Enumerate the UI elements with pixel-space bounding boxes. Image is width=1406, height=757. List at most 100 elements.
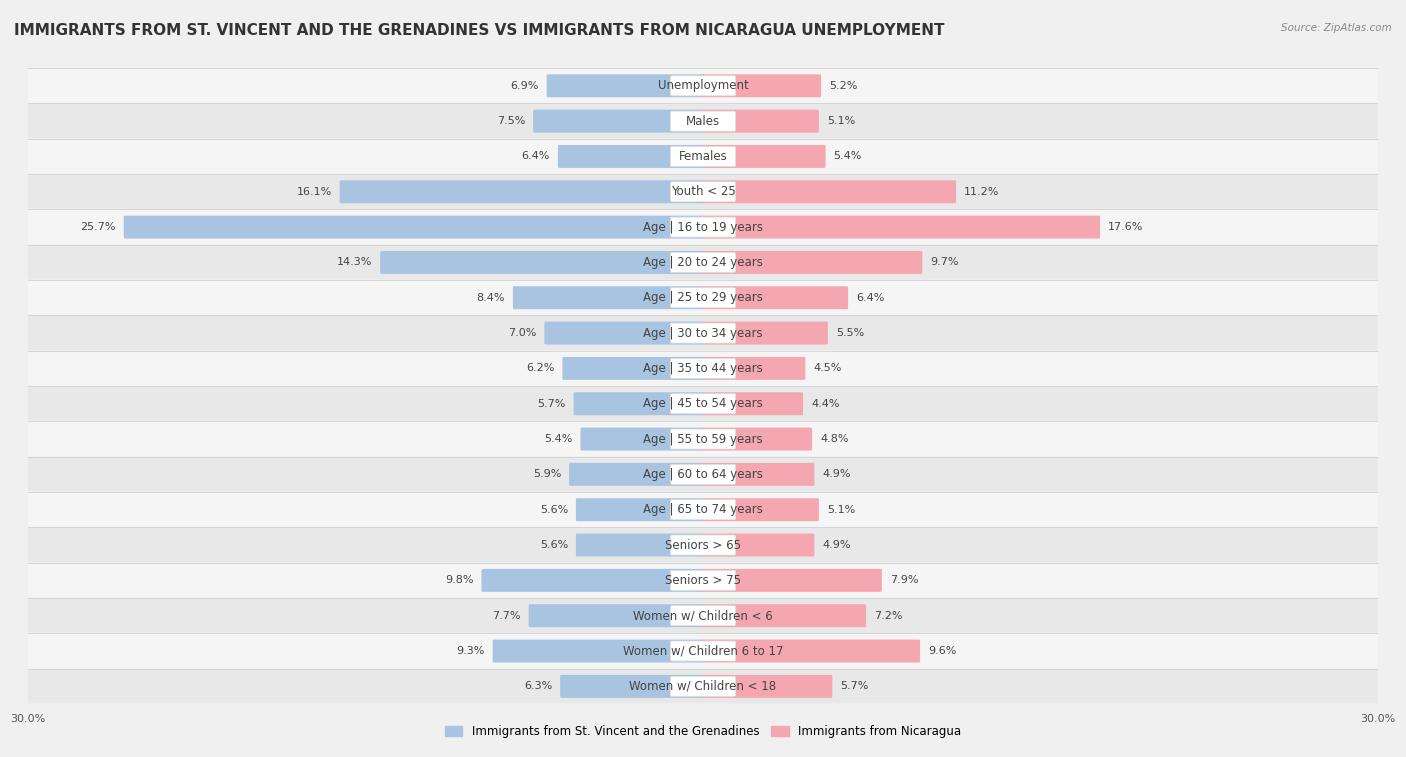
FancyBboxPatch shape xyxy=(492,640,704,662)
Text: 5.6%: 5.6% xyxy=(540,540,568,550)
FancyBboxPatch shape xyxy=(574,392,704,415)
FancyBboxPatch shape xyxy=(671,500,735,520)
Text: 17.6%: 17.6% xyxy=(1108,222,1143,232)
FancyBboxPatch shape xyxy=(702,675,832,698)
FancyBboxPatch shape xyxy=(671,111,735,131)
FancyBboxPatch shape xyxy=(671,76,735,96)
FancyBboxPatch shape xyxy=(702,498,818,521)
Legend: Immigrants from St. Vincent and the Grenadines, Immigrants from Nicaragua: Immigrants from St. Vincent and the Gren… xyxy=(440,720,966,743)
FancyBboxPatch shape xyxy=(513,286,704,309)
FancyBboxPatch shape xyxy=(702,216,1099,238)
Text: 5.1%: 5.1% xyxy=(827,116,855,126)
Text: 7.9%: 7.9% xyxy=(890,575,918,585)
Text: 6.3%: 6.3% xyxy=(524,681,553,691)
Text: 4.5%: 4.5% xyxy=(813,363,842,373)
Text: 7.2%: 7.2% xyxy=(875,611,903,621)
Text: 7.7%: 7.7% xyxy=(492,611,520,621)
Text: Age | 45 to 54 years: Age | 45 to 54 years xyxy=(643,397,763,410)
FancyBboxPatch shape xyxy=(28,422,1378,456)
Text: Age | 25 to 29 years: Age | 25 to 29 years xyxy=(643,291,763,304)
FancyBboxPatch shape xyxy=(671,394,735,414)
Text: 7.5%: 7.5% xyxy=(496,116,526,126)
FancyBboxPatch shape xyxy=(569,463,704,486)
Text: Age | 55 to 59 years: Age | 55 to 59 years xyxy=(643,432,763,446)
Text: Source: ZipAtlas.com: Source: ZipAtlas.com xyxy=(1281,23,1392,33)
FancyBboxPatch shape xyxy=(671,676,735,696)
FancyBboxPatch shape xyxy=(702,463,814,486)
FancyBboxPatch shape xyxy=(28,175,1378,209)
FancyBboxPatch shape xyxy=(28,245,1378,279)
Text: Seniors > 75: Seniors > 75 xyxy=(665,574,741,587)
Text: Unemployment: Unemployment xyxy=(658,79,748,92)
Text: 7.0%: 7.0% xyxy=(508,328,537,338)
FancyBboxPatch shape xyxy=(702,604,866,627)
FancyBboxPatch shape xyxy=(340,180,704,203)
FancyBboxPatch shape xyxy=(28,387,1378,421)
FancyBboxPatch shape xyxy=(124,216,704,238)
Text: 4.4%: 4.4% xyxy=(811,399,839,409)
FancyBboxPatch shape xyxy=(702,392,803,415)
Text: 5.6%: 5.6% xyxy=(540,505,568,515)
Text: 9.6%: 9.6% xyxy=(928,646,956,656)
Text: 9.8%: 9.8% xyxy=(446,575,474,585)
FancyBboxPatch shape xyxy=(28,457,1378,491)
Text: 5.2%: 5.2% xyxy=(830,81,858,91)
FancyBboxPatch shape xyxy=(28,210,1378,244)
FancyBboxPatch shape xyxy=(671,323,735,343)
FancyBboxPatch shape xyxy=(702,428,813,450)
FancyBboxPatch shape xyxy=(576,534,704,556)
Text: 5.9%: 5.9% xyxy=(533,469,561,479)
FancyBboxPatch shape xyxy=(28,528,1378,562)
FancyBboxPatch shape xyxy=(562,357,704,380)
Text: 6.4%: 6.4% xyxy=(522,151,550,161)
Text: Age | 35 to 44 years: Age | 35 to 44 years xyxy=(643,362,763,375)
Text: 16.1%: 16.1% xyxy=(297,187,332,197)
FancyBboxPatch shape xyxy=(28,104,1378,138)
FancyBboxPatch shape xyxy=(529,604,704,627)
FancyBboxPatch shape xyxy=(671,535,735,555)
FancyBboxPatch shape xyxy=(576,498,704,521)
FancyBboxPatch shape xyxy=(547,74,704,97)
Text: 9.7%: 9.7% xyxy=(931,257,959,267)
FancyBboxPatch shape xyxy=(702,74,821,97)
FancyBboxPatch shape xyxy=(702,145,825,168)
FancyBboxPatch shape xyxy=(671,464,735,484)
Text: 5.7%: 5.7% xyxy=(841,681,869,691)
Text: Youth < 25: Youth < 25 xyxy=(671,185,735,198)
Text: 8.4%: 8.4% xyxy=(477,293,505,303)
Text: IMMIGRANTS FROM ST. VINCENT AND THE GRENADINES VS IMMIGRANTS FROM NICARAGUA UNEM: IMMIGRANTS FROM ST. VINCENT AND THE GREN… xyxy=(14,23,945,38)
Text: 5.1%: 5.1% xyxy=(827,505,855,515)
FancyBboxPatch shape xyxy=(671,641,735,661)
FancyBboxPatch shape xyxy=(533,110,704,132)
Text: Age | 30 to 34 years: Age | 30 to 34 years xyxy=(643,326,763,340)
FancyBboxPatch shape xyxy=(380,251,704,274)
Text: 5.4%: 5.4% xyxy=(544,434,572,444)
FancyBboxPatch shape xyxy=(702,322,828,344)
FancyBboxPatch shape xyxy=(28,563,1378,597)
FancyBboxPatch shape xyxy=(702,569,882,592)
FancyBboxPatch shape xyxy=(28,634,1378,668)
Text: Women w/ Children < 6: Women w/ Children < 6 xyxy=(633,609,773,622)
Text: 25.7%: 25.7% xyxy=(80,222,115,232)
FancyBboxPatch shape xyxy=(671,288,735,308)
FancyBboxPatch shape xyxy=(702,357,806,380)
FancyBboxPatch shape xyxy=(671,358,735,378)
FancyBboxPatch shape xyxy=(560,675,704,698)
Text: 6.4%: 6.4% xyxy=(856,293,884,303)
Text: 5.5%: 5.5% xyxy=(835,328,863,338)
Text: Age | 20 to 24 years: Age | 20 to 24 years xyxy=(643,256,763,269)
FancyBboxPatch shape xyxy=(671,570,735,590)
Text: 9.3%: 9.3% xyxy=(457,646,485,656)
FancyBboxPatch shape xyxy=(702,286,848,309)
FancyBboxPatch shape xyxy=(671,217,735,237)
FancyBboxPatch shape xyxy=(558,145,704,168)
Text: 5.7%: 5.7% xyxy=(537,399,565,409)
FancyBboxPatch shape xyxy=(702,251,922,274)
Text: Females: Females xyxy=(679,150,727,163)
Text: 4.8%: 4.8% xyxy=(820,434,848,444)
Text: 4.9%: 4.9% xyxy=(823,540,851,550)
Text: 5.4%: 5.4% xyxy=(834,151,862,161)
FancyBboxPatch shape xyxy=(702,640,920,662)
FancyBboxPatch shape xyxy=(671,182,735,202)
FancyBboxPatch shape xyxy=(671,146,735,167)
